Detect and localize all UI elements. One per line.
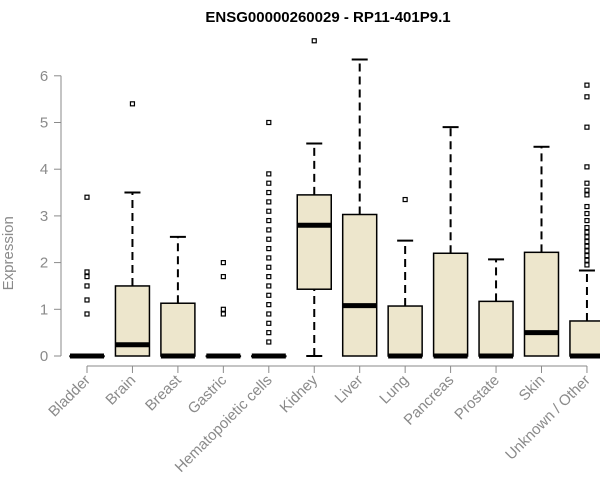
- x-tick-label: Skin: [516, 372, 549, 405]
- box-body: [160, 302, 196, 357]
- box-liver: [341, 58, 378, 357]
- box-skin: [523, 145, 560, 357]
- y-tick-label: 3: [40, 208, 48, 225]
- outlier-point: [266, 199, 272, 205]
- outlier-point: [584, 234, 590, 240]
- outlier-point: [266, 292, 272, 298]
- outlier-point: [402, 196, 408, 203]
- outlier-point: [584, 192, 590, 198]
- x-tick-label: Liver: [332, 372, 367, 407]
- outlier-point: [584, 229, 590, 235]
- y-tick-label: 0: [40, 348, 48, 365]
- outlier-point: [266, 264, 272, 270]
- box-lung: [387, 196, 423, 359]
- box-unknown-other: [569, 82, 600, 359]
- x-tick-label: Lung: [376, 372, 412, 408]
- box-hematopoietic-cells: [251, 119, 287, 359]
- box-series: [69, 38, 600, 359]
- y-axis-label: Expression: [0, 216, 17, 290]
- outlier-point: [84, 194, 90, 200]
- box-body: [478, 300, 514, 357]
- outlier-point: [220, 260, 226, 266]
- x-tick-label: Bladder: [45, 372, 94, 421]
- outlier-point: [266, 330, 272, 336]
- box-kidney: [296, 38, 332, 357]
- outlier-point: [584, 164, 590, 170]
- x-tick-label: Brain: [102, 372, 139, 409]
- outlier-point: [584, 257, 590, 263]
- outlier-point: [220, 274, 226, 280]
- outlier-point: [266, 245, 272, 252]
- outlier-point: [266, 208, 272, 214]
- outlier-point: [584, 203, 590, 210]
- x-tick-label: Pancreas: [401, 372, 458, 429]
- box-breast: [160, 235, 196, 359]
- outlier-point: [266, 119, 272, 126]
- outlier-point: [584, 243, 590, 249]
- outlier-point: [266, 227, 272, 233]
- box-bladder: [69, 194, 105, 359]
- y-axis: 0 1 2 3 4 5 6: [40, 68, 62, 365]
- outlier-point: [84, 297, 90, 303]
- outlier-point: [84, 283, 90, 289]
- y-tick-label: 6: [40, 68, 48, 85]
- outlier-point: [266, 217, 272, 224]
- x-tick-label: Kidney: [277, 371, 322, 416]
- outlier-point: [84, 269, 90, 275]
- outlier-point: [584, 262, 590, 268]
- outlier-point: [584, 187, 590, 193]
- outlier-point: [584, 248, 590, 254]
- outlier-point: [220, 306, 226, 312]
- box-gastric: [205, 260, 242, 359]
- y-tick-label: 5: [40, 115, 48, 132]
- box-pancreas: [432, 126, 469, 359]
- outlier-point: [584, 180, 590, 186]
- outlier-point: [584, 82, 590, 88]
- box-body: [523, 251, 560, 357]
- outlier-point: [266, 339, 272, 345]
- outlier-point: [584, 210, 590, 217]
- outlier-point: [266, 302, 272, 308]
- outlier-point: [266, 236, 272, 242]
- outlier-point: [266, 311, 272, 317]
- chart-title: ENSG00000260029 - RP11-401P9.1: [205, 9, 450, 26]
- box-body: [341, 213, 378, 357]
- y-tick-label: 1: [40, 301, 48, 318]
- outlier-point: [84, 274, 90, 280]
- outlier-point: [266, 255, 272, 261]
- outlier-point: [266, 274, 272, 280]
- outlier-point: [584, 224, 590, 231]
- outlier-point: [129, 101, 136, 107]
- outlier-point: [266, 283, 272, 289]
- outlier-point: [266, 320, 272, 326]
- box-brain: [114, 101, 151, 357]
- outlier-point: [584, 124, 590, 130]
- x-tick-label: Breast: [142, 371, 185, 414]
- box-body: [387, 305, 423, 357]
- outlier-point: [584, 94, 590, 100]
- outlier-point: [584, 238, 590, 245]
- outlier-point: [311, 38, 317, 44]
- box-prostate: [478, 258, 514, 359]
- outlier-point: [266, 180, 272, 186]
- outlier-point: [266, 171, 272, 177]
- outlier-point: [220, 311, 226, 317]
- y-tick-label: 4: [40, 161, 48, 178]
- outlier-point: [584, 252, 590, 259]
- outlier-point: [584, 217, 590, 224]
- box-body: [296, 194, 332, 290]
- box-body: [569, 320, 600, 357]
- box-body: [432, 252, 469, 357]
- outlier-point: [266, 189, 272, 196]
- x-tick-label: Prostate: [451, 372, 503, 424]
- x-tick-label: Unknown / Other: [502, 372, 594, 464]
- y-tick-label: 2: [40, 255, 48, 272]
- outlier-point: [84, 311, 90, 317]
